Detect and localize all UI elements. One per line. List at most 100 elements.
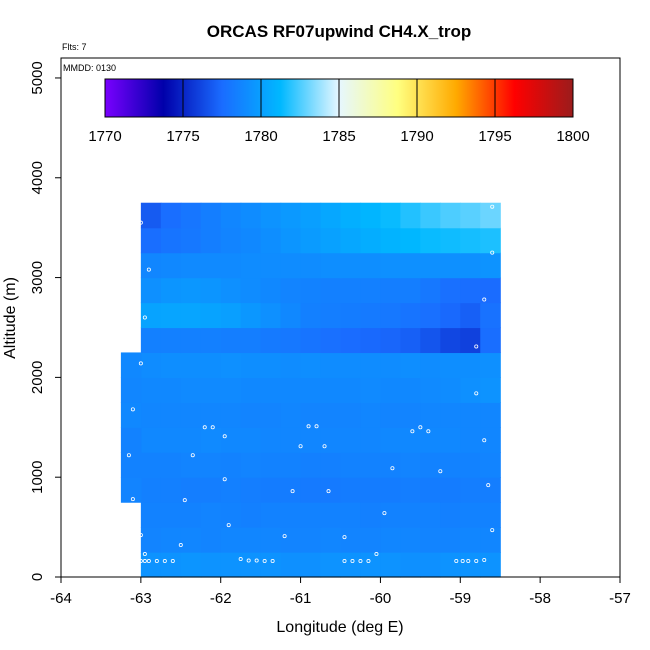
heatmap-cell bbox=[300, 227, 322, 254]
heatmap-cell bbox=[380, 402, 401, 428]
heatmap-cell bbox=[200, 202, 222, 229]
flight-point bbox=[222, 477, 227, 482]
heatmap-cell bbox=[260, 402, 282, 428]
flight-point bbox=[322, 444, 327, 449]
heatmap-cell bbox=[460, 202, 481, 229]
heatmap-cell bbox=[320, 202, 342, 229]
heatmap-cell bbox=[400, 502, 421, 528]
flight-point bbox=[246, 558, 251, 563]
heatmap-cell bbox=[280, 552, 302, 578]
heatmap-cell bbox=[140, 377, 162, 403]
heatmap-cell bbox=[400, 302, 421, 329]
heatmap-cell bbox=[280, 302, 302, 329]
flight-point bbox=[138, 361, 143, 366]
x-axis: -64 -63 -62 -61 -60 -59 -58 -57 bbox=[50, 577, 631, 607]
flight-point bbox=[138, 559, 143, 564]
heatmap-cell bbox=[240, 302, 262, 329]
flight-point bbox=[474, 391, 479, 396]
heatmap-cell bbox=[240, 427, 262, 453]
y-tick-label: 2000 bbox=[29, 361, 46, 394]
flight-point bbox=[490, 204, 495, 209]
heatmap-cell bbox=[180, 552, 202, 578]
flight-point bbox=[342, 559, 347, 564]
heatmap-cell bbox=[440, 402, 461, 428]
heatmap-cell bbox=[220, 352, 242, 378]
heatmap-cell bbox=[460, 452, 481, 478]
colorbar: 1770 1775 1780 1785 1790 1795 1800 bbox=[88, 78, 590, 145]
heatmap-cell bbox=[240, 477, 262, 503]
heatmap-cell bbox=[360, 477, 382, 503]
flight-point bbox=[314, 424, 319, 429]
plot-frame bbox=[60, 57, 621, 578]
heatmap-cell bbox=[420, 527, 441, 553]
flight-point bbox=[410, 429, 415, 434]
heatmap-cell bbox=[460, 252, 481, 279]
heatmap-cell bbox=[280, 277, 302, 304]
colorbar-tick-label: 1800 bbox=[556, 128, 589, 145]
heatmap-cell bbox=[160, 302, 182, 329]
heatmap-cell bbox=[360, 402, 382, 428]
heatmap-cell bbox=[280, 202, 302, 229]
heatmap-cell bbox=[360, 552, 382, 578]
heatmap-cell bbox=[400, 452, 421, 478]
heatmap-cell bbox=[400, 352, 421, 378]
flights-count-annotation: Flts: 7 bbox=[62, 42, 87, 52]
heatmap-cell bbox=[340, 427, 362, 453]
heatmap-cell bbox=[200, 277, 222, 304]
heatmap-cell bbox=[280, 402, 302, 428]
x-tick-label: -59 bbox=[449, 590, 471, 607]
flight-point bbox=[222, 434, 227, 439]
colorbar-tick-label: 1780 bbox=[244, 128, 277, 145]
heatmap-cell bbox=[220, 377, 242, 403]
flight-point bbox=[162, 559, 167, 564]
heatmap-cell bbox=[400, 402, 421, 428]
heatmap-cell bbox=[280, 327, 302, 354]
heatmap-cell bbox=[140, 202, 162, 229]
heatmap-cell bbox=[180, 252, 202, 279]
flight-point bbox=[282, 534, 287, 539]
heatmap-cell bbox=[240, 452, 262, 478]
heatmap-cell bbox=[240, 377, 262, 403]
flight-point bbox=[210, 425, 215, 430]
heatmap-cell bbox=[440, 477, 461, 503]
heatmap-cell bbox=[300, 477, 322, 503]
flight-point bbox=[454, 559, 459, 564]
heatmap-cell bbox=[200, 227, 222, 254]
heatmap-cell bbox=[260, 252, 282, 279]
heatmap-cell bbox=[220, 302, 242, 329]
heatmap-cell bbox=[440, 377, 461, 403]
heatmap-cell bbox=[460, 527, 481, 553]
heatmap-cell bbox=[220, 202, 242, 229]
heatmap-cell bbox=[360, 277, 382, 304]
heatmap-cell bbox=[400, 227, 421, 254]
heatmap-cell bbox=[160, 252, 182, 279]
colorbar-tick-label: 1785 bbox=[322, 128, 355, 145]
heatmap-cell bbox=[200, 477, 222, 503]
heatmap-cell bbox=[300, 377, 322, 403]
heatmap-cell bbox=[360, 327, 382, 354]
heatmap-cell bbox=[160, 202, 182, 229]
heatmap-cell bbox=[260, 352, 282, 378]
heatmap-cell bbox=[280, 352, 302, 378]
flight-point bbox=[490, 528, 495, 533]
heatmap-cell bbox=[320, 352, 342, 378]
heatmap-cell bbox=[380, 202, 401, 229]
flight-point bbox=[126, 453, 131, 458]
heatmap-cell bbox=[340, 452, 362, 478]
heatmap-cell bbox=[160, 552, 182, 578]
y-tick-label: 1000 bbox=[29, 461, 46, 494]
heatmap-cell bbox=[300, 452, 322, 478]
heatmap-cell bbox=[260, 527, 282, 553]
heatmap-cell bbox=[280, 227, 302, 254]
heatmap-cell bbox=[340, 477, 362, 503]
heatmap-cell bbox=[220, 477, 242, 503]
heatmap-cell bbox=[140, 227, 162, 254]
heatmap-cell bbox=[300, 352, 322, 378]
heatmap-cell bbox=[440, 227, 461, 254]
flight-point bbox=[460, 559, 465, 564]
heatmap-cell bbox=[360, 502, 382, 528]
heatmap-cell bbox=[300, 402, 322, 428]
flight-point bbox=[130, 497, 135, 502]
heatmap-cell bbox=[400, 327, 421, 354]
heatmap-cell bbox=[300, 552, 322, 578]
